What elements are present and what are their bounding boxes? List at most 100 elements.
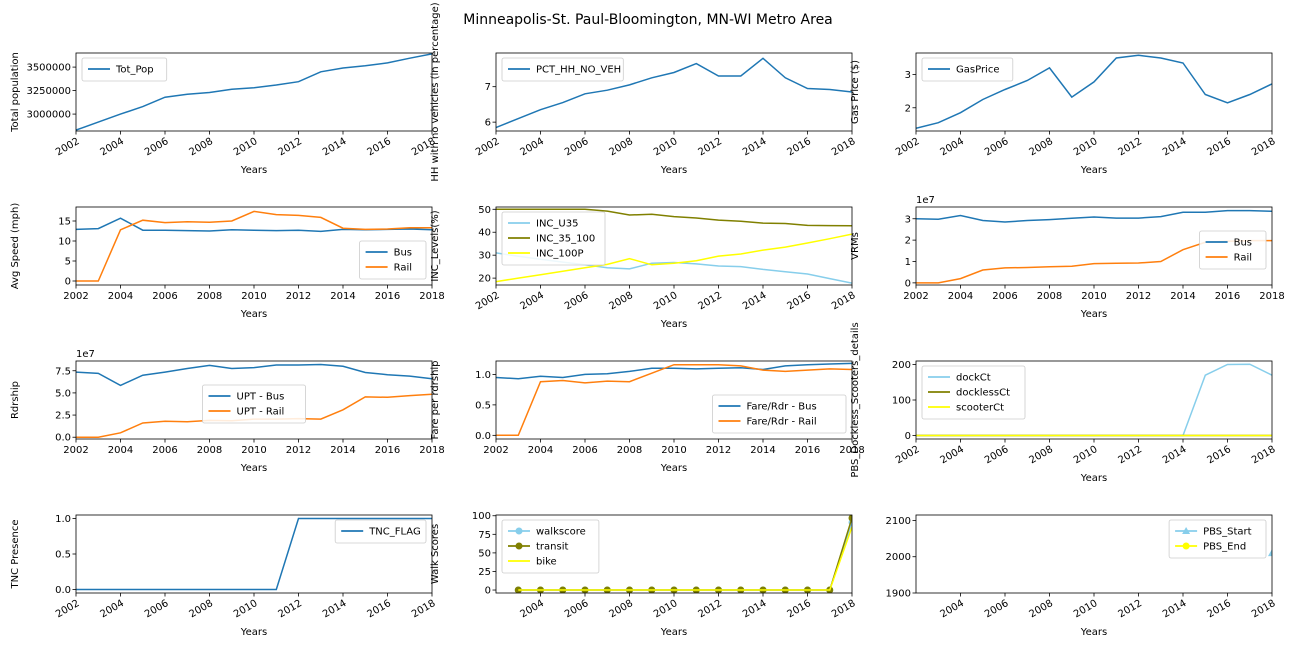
y-tick-label: 50 bbox=[478, 205, 491, 216]
series-line bbox=[518, 526, 852, 591]
subplot-5: 2002 2004 2006 2008 2010 2012 2014 2016 2018 20 30… bbox=[430, 205, 858, 330]
x-tick-label: 2014 bbox=[750, 445, 775, 456]
y-axis-label: INC_Levels(%) bbox=[430, 210, 441, 281]
x-tick-label: 2008 bbox=[607, 290, 635, 312]
axes-frame bbox=[75, 206, 433, 286]
data-point bbox=[848, 515, 852, 522]
y-tick-label: 25 bbox=[478, 567, 491, 578]
x-tick-label: 2006 bbox=[143, 598, 171, 620]
y-tick-label: 5 bbox=[65, 257, 71, 268]
x-tick-label: 2006 bbox=[572, 445, 597, 456]
y-tick-label: 0 bbox=[485, 586, 491, 597]
legend-label: INC_U35 bbox=[536, 219, 578, 230]
series-line bbox=[76, 210, 432, 282]
y-tick-label: 3 bbox=[905, 70, 911, 81]
legend-label: Fare/Rdr - Rail bbox=[747, 417, 817, 428]
x-tick-label: 2002 bbox=[63, 445, 88, 456]
legend-box bbox=[501, 211, 606, 266]
x-tick-label: 2016 bbox=[365, 136, 393, 158]
y-tick-label: 15 bbox=[58, 217, 71, 228]
subplot-11: 2004 2006 2008 2010 2012 2014 2016 2018 0 25 50 75 1… bbox=[430, 511, 858, 638]
y-tick-label: 2100 bbox=[886, 516, 911, 527]
y-tick-label: 0 bbox=[905, 431, 911, 442]
x-tick-label: 2012 bbox=[276, 136, 304, 158]
x-tick-label: 2006 bbox=[992, 291, 1017, 302]
subplot-9: 2002 2004 2006 2008 2010 2012 2014 2016 2018 0 100… bbox=[850, 322, 1278, 484]
x-tick-label: 2012 bbox=[696, 598, 724, 620]
series-line bbox=[496, 363, 852, 437]
y-tick-label: 7 bbox=[485, 82, 491, 93]
x-tick-label: 2012 bbox=[706, 445, 731, 456]
legend-label: Tot_Pop bbox=[115, 65, 154, 76]
legend-marker bbox=[515, 527, 523, 535]
x-axis-label: Years bbox=[240, 165, 267, 176]
y-tick-label: 10 bbox=[58, 237, 71, 248]
x-tick-label: 2004 bbox=[518, 598, 546, 620]
legend: GasPrice bbox=[921, 57, 1014, 82]
x-tick-label: 2012 bbox=[696, 290, 724, 312]
x-tick-label: 2004 bbox=[108, 291, 133, 302]
x-axis-label: Years bbox=[660, 165, 687, 176]
x-tick-label: 2016 bbox=[785, 598, 813, 620]
y-tick-label: 3000000 bbox=[26, 110, 71, 121]
x-tick-label: 2002 bbox=[54, 598, 82, 620]
x-tick-label: 2014 bbox=[741, 290, 769, 312]
y-tick-label: 3500000 bbox=[26, 63, 71, 74]
x-tick-label: 2018 bbox=[839, 445, 864, 456]
x-tick-label: 2004 bbox=[938, 444, 966, 466]
figure-title: Minneapolis-St. Paul-Bloomington, MN-WI … bbox=[463, 12, 833, 28]
x-axis-label: Years bbox=[1080, 473, 1107, 484]
x-tick-label: 2004 bbox=[518, 290, 546, 312]
y-tick-label: 100 bbox=[472, 511, 491, 522]
x-tick-label: 2014 bbox=[330, 445, 355, 456]
y-tick-label: 75 bbox=[478, 530, 491, 541]
x-tick-label: 2010 bbox=[1072, 598, 1100, 620]
y-tick-label: 50 bbox=[478, 548, 491, 559]
x-tick-label: 2016 bbox=[1205, 444, 1233, 466]
series-line bbox=[496, 208, 852, 227]
y-tick-label: 2 bbox=[905, 103, 911, 114]
x-tick-label: 2008 bbox=[197, 291, 222, 302]
subplot-4: 2002 2004 2006 2008 2010 2012 2014 2016 2018 0 5 10… bbox=[10, 203, 445, 320]
x-tick-label: 2002 bbox=[483, 445, 508, 456]
x-tick-label: 2008 bbox=[197, 445, 222, 456]
x-tick-label: 2006 bbox=[143, 136, 171, 158]
x-tick-label: 2018 bbox=[830, 290, 858, 312]
x-axis-label: Years bbox=[1080, 165, 1107, 176]
x-tick-label: 2016 bbox=[1205, 598, 1233, 620]
x-tick-label: 2002 bbox=[474, 290, 502, 312]
legend: UPT - Bus UPT - Rail bbox=[202, 384, 306, 424]
y-axis-label: Gas Price ($) bbox=[850, 60, 861, 124]
series-line bbox=[76, 53, 432, 131]
legend-box bbox=[81, 57, 168, 82]
x-tick-label: 2002 bbox=[54, 136, 82, 158]
legend-label: TNC_FLAG bbox=[368, 527, 421, 538]
y-tick-label: 0.0 bbox=[55, 585, 71, 596]
x-tick-label: 2018 bbox=[830, 136, 858, 158]
x-axis-label: Years bbox=[660, 627, 687, 638]
legend-label: Rail bbox=[394, 263, 412, 274]
y-offset-label: 1e7 bbox=[916, 195, 935, 206]
x-tick-label: 2012 bbox=[1116, 598, 1144, 620]
y-tick-label: 0 bbox=[905, 278, 911, 289]
legend-box bbox=[712, 394, 847, 434]
x-tick-label: 2010 bbox=[232, 136, 260, 158]
plot-area bbox=[76, 210, 432, 282]
x-tick-label: 2008 bbox=[1027, 444, 1055, 466]
y-tick-label: 0.0 bbox=[55, 433, 71, 444]
x-tick-label: 2006 bbox=[563, 136, 591, 158]
plot-area bbox=[1268, 549, 1272, 557]
legend-label: bike bbox=[536, 557, 557, 568]
x-tick-label: 2018 bbox=[1259, 291, 1284, 302]
plot-area bbox=[916, 54, 1272, 130]
legend-label: UPT - Rail bbox=[237, 407, 285, 418]
y-tick-label: 5.0 bbox=[55, 388, 71, 399]
x-tick-label: 2012 bbox=[1126, 291, 1151, 302]
x-tick-label: 2004 bbox=[98, 136, 126, 158]
y-tick-label: 0.0 bbox=[475, 431, 491, 442]
legend-marker bbox=[1182, 527, 1191, 534]
subplot-2: 2002 2004 2006 2008 2010 2012 2014 2016 2018 6 7 Ye… bbox=[430, 2, 858, 181]
y-tick-label: 100 bbox=[892, 396, 911, 407]
y-tick-label: 1900 bbox=[886, 589, 911, 600]
